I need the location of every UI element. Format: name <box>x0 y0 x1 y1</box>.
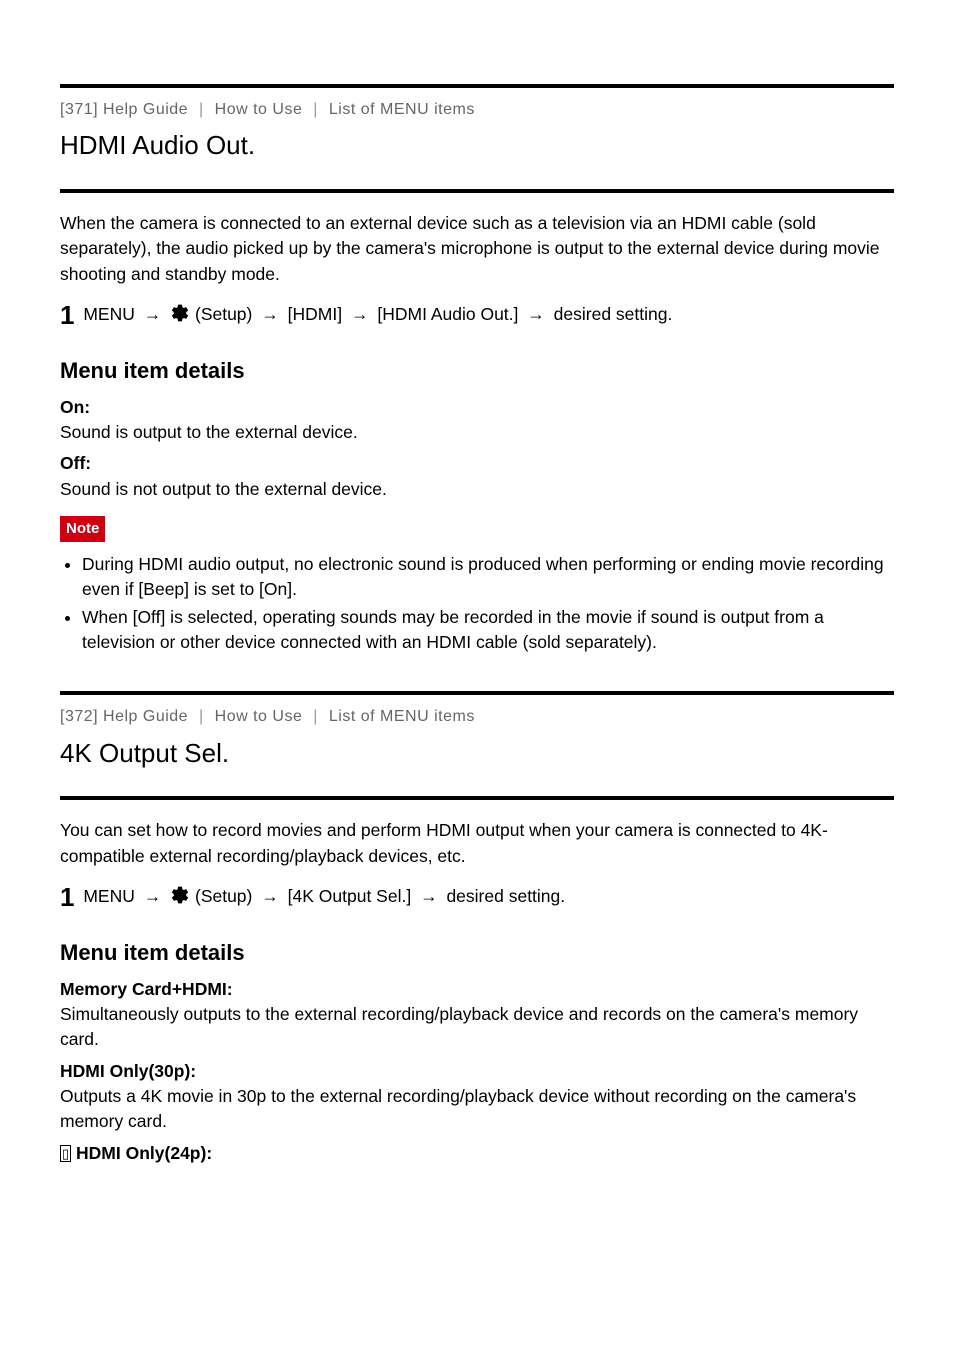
step-menu-label: MENU <box>83 304 139 324</box>
section-rule <box>60 189 894 193</box>
breadcrumb-part-2: How to Use <box>215 101 303 118</box>
item-hdmi30-label: HDMI Only(30p): <box>60 1061 196 1081</box>
intro-text: You can set how to record movies and per… <box>60 818 894 869</box>
item-mc-desc: Simultaneously outputs to the external r… <box>60 1004 858 1049</box>
film-frame-icon: ▯ <box>60 1145 71 1162</box>
audio-out-label: HDMI Audio Out. <box>382 304 513 324</box>
arrow-icon: → <box>257 304 283 324</box>
step-1: 1 MENU → (Setup) → [HDMI] → [HDMI Audio … <box>60 297 894 335</box>
arrow-icon: → <box>523 304 549 324</box>
section-header: [371] Help Guide | How to Use | List of … <box>60 88 894 175</box>
breadcrumb-part-2: How to Use <box>215 708 303 725</box>
note-item: When [Off] is selected, operating sounds… <box>82 605 894 656</box>
gear-icon <box>170 885 190 905</box>
menu-details-heading: Menu item details <box>60 937 894 969</box>
arrow-icon: → <box>347 304 373 324</box>
step-number: 1 <box>60 297 74 335</box>
breadcrumb-separator: | <box>307 101 324 118</box>
step-number: 1 <box>60 879 74 917</box>
item-hdmi30-desc: Outputs a 4K movie in 30p to the externa… <box>60 1086 856 1131</box>
section-rule <box>60 796 894 800</box>
step-suffix: desired setting. <box>446 886 565 906</box>
menu-item-hdmi-only-24p: ▯ HDMI Only(24p): <box>60 1141 894 1166</box>
intro-text: When the camera is connected to an exter… <box>60 211 894 287</box>
breadcrumb-part-1: Help Guide <box>103 101 188 118</box>
note-list: During HDMI audio output, no electronic … <box>82 552 894 656</box>
section-hdmi-audio-out: [371] Help Guide | How to Use | List of … <box>60 84 894 655</box>
breadcrumb-part-3: List of MENU items <box>329 101 475 118</box>
section-breadcrumb: [372] Help Guide | How to Use | List of … <box>60 705 894 728</box>
breadcrumb-part-1: Help Guide <box>103 708 188 725</box>
menu-item-memory-card-hdmi: Memory Card+HDMI: Simultaneously outputs… <box>60 977 894 1053</box>
section-breadcrumb: [371] Help Guide | How to Use | List of … <box>60 98 894 121</box>
item-on-label: On: <box>60 397 90 417</box>
item-off-desc: Sound is not output to the external devi… <box>60 479 387 499</box>
section-4k-output-sel: [372] Help Guide | How to Use | List of … <box>60 691 894 1166</box>
item-mc-label: Memory Card+HDMI: <box>60 979 233 999</box>
arrow-icon: → <box>140 304 166 324</box>
breadcrumb-separator: | <box>193 708 210 725</box>
menu-item-hdmi-only-30p: HDMI Only(30p): Outputs a 4K movie in 30… <box>60 1059 894 1135</box>
breadcrumb-separator: | <box>307 708 324 725</box>
breadcrumb-page-ref: [371] <box>60 101 103 118</box>
breadcrumb-part-3: List of MENU items <box>329 708 475 725</box>
bracket-close: ] <box>406 886 411 906</box>
note-item: During HDMI audio output, no electronic … <box>82 552 894 603</box>
menu-details-heading: Menu item details <box>60 355 894 387</box>
menu-item-on: On: Sound is output to the external devi… <box>60 395 894 446</box>
step-instruction: MENU → (Setup) → [4K Output Sel.] → desi… <box>83 886 565 906</box>
setup-label: Setup <box>201 304 247 324</box>
item-off-label: Off: <box>60 453 91 473</box>
gear-icon <box>170 303 190 323</box>
close-paren: ) <box>247 886 258 906</box>
menu-item-off: Off: Sound is not output to the external… <box>60 451 894 502</box>
bracket-close: ] <box>337 304 342 324</box>
step-suffix: desired setting. <box>554 304 673 324</box>
section-title: 4K Output Sel. <box>60 735 894 773</box>
arrow-icon: → <box>257 886 283 906</box>
step-instruction: MENU → (Setup) → [HDMI] → [HDMI Audio Ou… <box>83 304 672 324</box>
note-badge: Note <box>60 516 105 542</box>
page-root: [371] Help Guide | How to Use | List of … <box>0 0 954 1242</box>
step-1: 1 MENU → (Setup) → [4K Output Sel.] → de… <box>60 879 894 917</box>
bracket-close: ] <box>514 304 519 324</box>
breadcrumb-separator: | <box>193 101 210 118</box>
section-title: HDMI Audio Out. <box>60 127 894 165</box>
item-hdmi24-text: HDMI Only(24p): <box>76 1143 212 1163</box>
item-on-desc: Sound is output to the external device. <box>60 422 358 442</box>
out-label: 4K Output Sel. <box>293 886 407 906</box>
step-menu-label: MENU <box>83 886 139 906</box>
item-hdmi24-label: ▯ HDMI Only(24p): <box>60 1143 212 1163</box>
section-header: [372] Help Guide | How to Use | List of … <box>60 695 894 782</box>
hdmi-label: HDMI <box>293 304 338 324</box>
breadcrumb-page-ref: [372] <box>60 708 103 725</box>
arrow-icon: → <box>416 886 442 906</box>
arrow-icon: → <box>140 886 166 906</box>
setup-label: Setup <box>201 886 247 906</box>
close-paren: ) <box>247 304 258 324</box>
